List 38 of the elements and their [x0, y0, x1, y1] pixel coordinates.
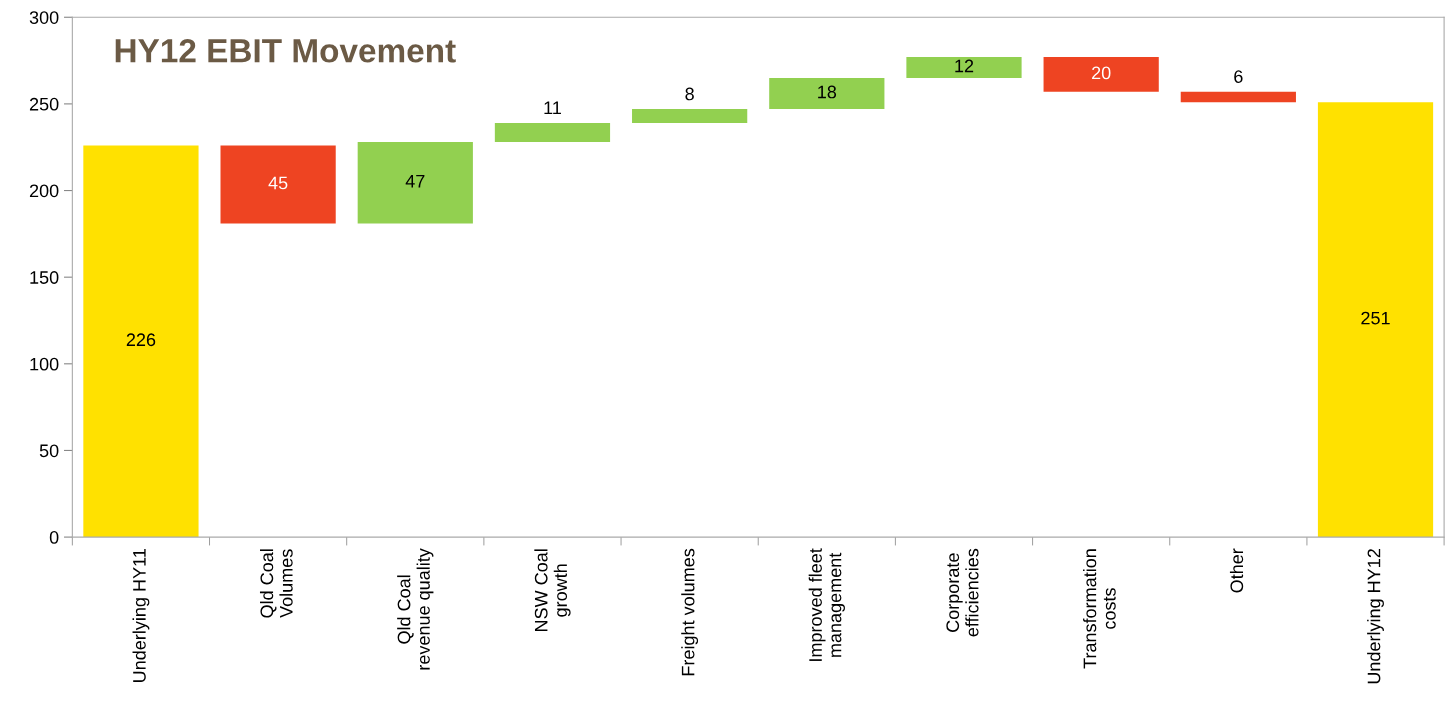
data-label: 6: [1234, 70, 1243, 83]
y-tick-label: 100: [30, 357, 59, 371]
bar: [1317, 102, 1434, 538]
data-label: 20: [1092, 66, 1111, 80]
bar: [632, 109, 748, 123]
x-tick-label: Corporate efficiencies: [946, 548, 979, 637]
x-tick-label: Qld Coal revenue quality: [397, 548, 434, 670]
bar: [357, 142, 473, 224]
x-tick-label: Freight volumes: [681, 548, 699, 676]
y-tick-label: 300: [29, 11, 59, 24]
bar: [1180, 91, 1296, 103]
y-tick-label: 250: [29, 97, 59, 111]
data-label: 11: [544, 101, 561, 115]
bar: [494, 122, 611, 143]
x-tick-label: Improved fleet management: [808, 548, 845, 661]
data-label: 8: [685, 87, 694, 101]
bar: [906, 57, 1022, 78]
bar: [769, 77, 885, 110]
y-tick-label: 150: [30, 271, 59, 284]
text: HY12 EBIT Movement: [115, 38, 456, 63]
x-tick-label: Transformation costs: [1083, 549, 1116, 669]
bar: [1043, 57, 1159, 92]
data-label: 47: [405, 174, 425, 188]
x-tick-label: Underlying HY12: [1367, 549, 1384, 684]
data-label: 251: [1361, 311, 1390, 325]
data-label: 45: [268, 176, 288, 190]
y-tick-label: 0: [49, 531, 59, 544]
bar: [220, 145, 336, 224]
y-tick-label: 50: [39, 444, 59, 458]
data-label: 18: [818, 85, 837, 99]
x-tick-label: Qld Coal Volumes: [259, 549, 293, 618]
y-tick-label: 200: [29, 184, 59, 198]
bar: [83, 145, 199, 538]
data-label: 12: [955, 59, 974, 73]
data-label: 226: [126, 333, 156, 347]
x-tick-label: Other: [1229, 548, 1244, 593]
x-tick-label: Underlying HY11: [132, 549, 150, 682]
x-tick-label: NSW Coal growth: [534, 549, 571, 631]
